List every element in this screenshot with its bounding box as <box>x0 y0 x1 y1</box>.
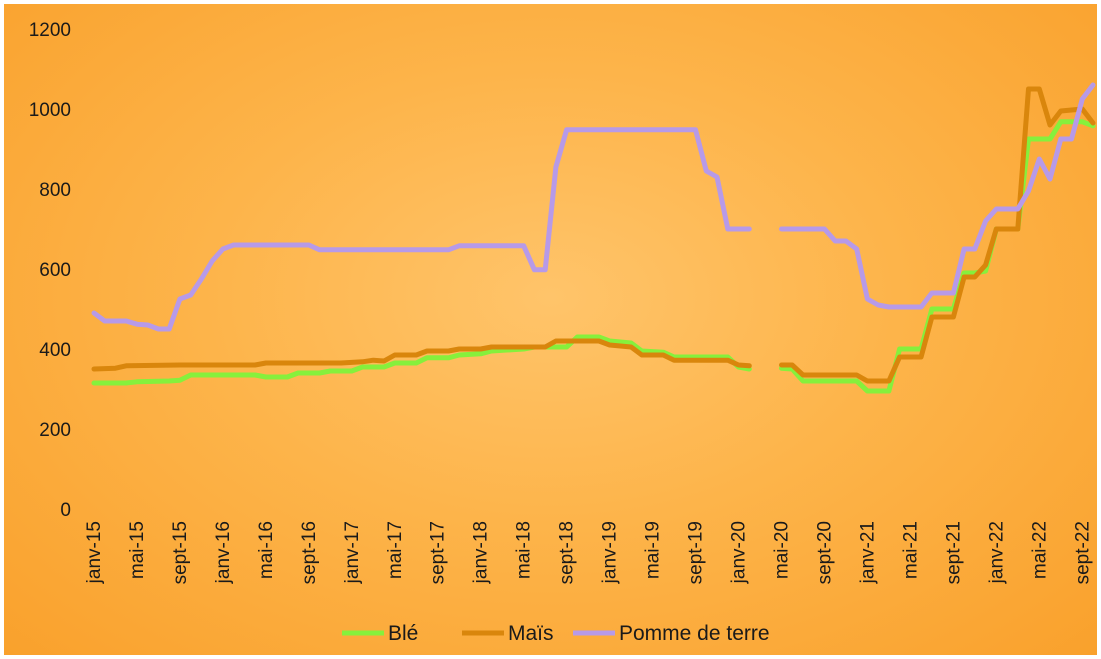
x-tick-label: janv-21 <box>857 521 878 584</box>
legend-label: Maïs <box>508 622 554 645</box>
x-tick-label: sept-21 <box>943 521 964 584</box>
x-tick-label: mai-22 <box>1029 521 1050 579</box>
x-tick-label: mai-17 <box>385 521 406 579</box>
x-tick-label: mai-19 <box>643 521 664 579</box>
series-line-bl- <box>91 119 1096 394</box>
x-tick-label: mai-20 <box>771 521 792 579</box>
x-tick-label: mai-15 <box>127 521 148 579</box>
x-tick-label: mai-16 <box>256 521 277 579</box>
x-tick-label: mai-21 <box>900 521 921 579</box>
y-tick-label: 400 <box>39 340 71 361</box>
x-tick-label: janv-20 <box>729 521 750 584</box>
y-axis: 0 200 400 600 800 1000 1200 <box>29 20 71 521</box>
x-tick-label: sept-15 <box>170 521 191 584</box>
x-axis: janv-15 mai-15 sept-15 janv-16 mai-16 sept-16… <box>84 521 1093 584</box>
x-tick-label: janv-22 <box>986 521 1007 584</box>
y-tick-label: 0 <box>60 500 71 521</box>
x-tick-label: janv-15 <box>84 521 105 584</box>
series-line-ma-s <box>91 86 1096 384</box>
legend: Blé Maïs Pomme de terre <box>342 622 770 645</box>
x-tick-label: mai-18 <box>514 521 535 579</box>
x-tick-label: sept-16 <box>299 521 320 584</box>
x-tick-label: janv-18 <box>471 521 492 584</box>
y-tick-label: 200 <box>39 420 71 441</box>
x-tick-label: sept-19 <box>686 521 707 584</box>
x-tick-label: sept-17 <box>428 521 449 584</box>
y-tick-label: 1000 <box>29 100 71 121</box>
x-tick-label: janv-17 <box>342 521 363 584</box>
x-tick-label: sept-20 <box>814 521 835 584</box>
y-tick-label: 800 <box>39 180 71 201</box>
legend-label: Pomme de terre <box>619 622 770 645</box>
x-tick-label: sept-22 <box>1072 521 1093 584</box>
y-tick-label: 1200 <box>29 20 71 41</box>
y-tick-label: 600 <box>39 260 71 281</box>
x-tick-label: janv-16 <box>213 521 234 584</box>
chart-background <box>4 4 1097 655</box>
legend-label: Blé <box>388 622 418 645</box>
series-line-pomme-de-terre <box>91 82 1096 332</box>
series-lines <box>91 82 1096 394</box>
x-tick-label: sept-18 <box>557 521 578 584</box>
x-tick-label: janv-19 <box>600 521 621 584</box>
